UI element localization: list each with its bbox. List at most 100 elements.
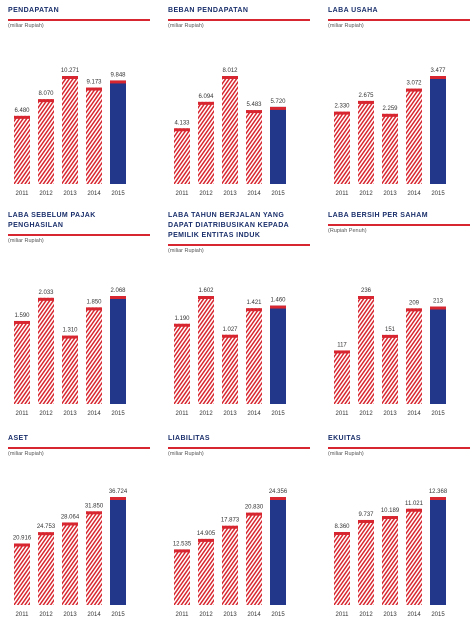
x-tick-label: 2015 xyxy=(431,191,445,197)
x-tick-label: 2013 xyxy=(223,411,237,417)
value-label: 24.753 xyxy=(37,524,56,530)
chart-subtitle: (miliar Rupiah) xyxy=(328,451,364,457)
value-label: 2.675 xyxy=(358,93,374,99)
value-label: 31.850 xyxy=(85,503,104,509)
bar-cap xyxy=(406,508,422,512)
value-label: 4.133 xyxy=(174,120,190,126)
value-label: 117 xyxy=(337,342,347,348)
bar-cap xyxy=(14,543,30,547)
value-label: 10.271 xyxy=(61,68,80,74)
bar xyxy=(406,508,422,605)
bar-cap xyxy=(358,519,374,523)
bar xyxy=(406,308,422,404)
bar xyxy=(62,76,78,184)
bar-cap xyxy=(222,525,238,529)
value-label: 28.064 xyxy=(61,514,80,520)
value-label: 5.720 xyxy=(270,99,286,105)
value-label: 20.830 xyxy=(245,505,264,511)
bar xyxy=(246,512,262,605)
bar-cap xyxy=(14,320,30,324)
bar xyxy=(334,531,350,605)
x-tick-label: 2013 xyxy=(383,191,397,197)
bar xyxy=(358,296,374,404)
chart-title: LABA USAHA xyxy=(328,7,379,14)
bar-cap xyxy=(270,497,286,500)
x-tick-label: 2015 xyxy=(111,191,125,197)
bar xyxy=(198,538,214,605)
chart-subtitle: (miliar Rupiah) xyxy=(168,23,204,29)
value-label: 36.724 xyxy=(109,489,128,495)
bar-cap xyxy=(174,323,190,327)
x-tick-label: 2013 xyxy=(63,411,77,417)
bar-cap xyxy=(382,334,398,338)
value-label: 1.310 xyxy=(62,328,78,334)
value-label: 8.360 xyxy=(334,524,350,530)
x-tick-label: 2012 xyxy=(199,612,213,618)
chart: 1.190 2011 1.602 2012 1.027 2013 1.421 2014 1.46… xyxy=(174,288,286,417)
bar xyxy=(38,297,54,404)
bar xyxy=(110,80,126,184)
x-tick-label: 2011 xyxy=(336,191,350,197)
chart-title: LABA TAHUN BERJALAN YANG DAPAT DIATRIBUS… xyxy=(168,212,289,239)
x-tick-label: 2013 xyxy=(63,612,77,618)
value-label: 8.012 xyxy=(222,68,238,74)
chart: 1.590 2011 2.033 2012 1.310 2013 1.850 2014 2.06… xyxy=(14,288,126,417)
bar xyxy=(334,111,350,184)
value-label: 12.535 xyxy=(173,541,192,547)
bar xyxy=(62,335,78,404)
value-label: 3.072 xyxy=(406,81,422,87)
x-tick-label: 2014 xyxy=(247,612,261,618)
x-tick-label: 2012 xyxy=(39,612,53,618)
chart-subtitle: (miliar Rupiah) xyxy=(168,248,204,254)
x-tick-label: 2012 xyxy=(359,191,373,197)
bar-cap xyxy=(38,297,54,301)
bar-cap xyxy=(358,100,374,104)
title-rule xyxy=(328,447,470,449)
x-tick-label: 2013 xyxy=(383,612,397,618)
x-tick-label: 2011 xyxy=(336,612,350,618)
x-tick-label: 2013 xyxy=(223,612,237,618)
bar xyxy=(86,87,102,184)
x-tick-label: 2015 xyxy=(271,612,285,618)
bar-cap xyxy=(246,308,262,312)
x-tick-label: 2014 xyxy=(247,191,261,197)
x-tick-label: 2011 xyxy=(176,191,190,197)
bar xyxy=(38,532,54,605)
bar-cap xyxy=(62,522,78,526)
value-label: 1.460 xyxy=(270,298,286,304)
bar-cap xyxy=(222,334,238,338)
x-tick-label: 2012 xyxy=(199,191,213,197)
bar-cap xyxy=(86,307,102,311)
bar xyxy=(174,549,190,605)
bar-cap xyxy=(198,296,214,299)
x-tick-label: 2014 xyxy=(87,411,101,417)
x-tick-label: 2014 xyxy=(407,191,421,197)
bar xyxy=(86,511,102,605)
chart-panel: LABA TAHUN BERJALAN YANG DAPAT DIATRIBUS… xyxy=(168,205,310,420)
bar xyxy=(222,76,238,184)
bar xyxy=(38,99,54,184)
chart: 4.133 2011 6.094 2012 8.012 2013 5.483 2014 5.72… xyxy=(174,68,286,197)
chart-title: LABA SEBELUM PAJAK PENGHASILAN xyxy=(8,212,96,229)
x-tick-label: 2015 xyxy=(111,411,125,417)
bar-cap xyxy=(110,80,126,84)
x-tick-label: 2011 xyxy=(16,191,30,197)
bar-cap xyxy=(382,516,398,520)
bar xyxy=(334,350,350,404)
value-label: 1.602 xyxy=(198,288,214,294)
bar xyxy=(270,305,286,404)
value-label: 9.737 xyxy=(358,512,374,518)
chart-title: ASET xyxy=(8,435,29,442)
chart: 20.916 2011 24.753 2012 28.064 2013 31.850 2014… xyxy=(13,489,128,618)
x-tick-label: 2012 xyxy=(359,612,373,618)
value-label: 2.033 xyxy=(38,290,54,296)
bar xyxy=(270,497,286,605)
title-rule xyxy=(168,447,310,449)
bar xyxy=(382,334,398,404)
bar xyxy=(86,307,102,404)
value-label: 1.190 xyxy=(174,316,190,322)
x-tick-label: 2014 xyxy=(87,612,101,618)
x-tick-label: 2012 xyxy=(39,191,53,197)
value-label: 12.368 xyxy=(429,489,448,495)
x-tick-label: 2014 xyxy=(407,612,421,618)
